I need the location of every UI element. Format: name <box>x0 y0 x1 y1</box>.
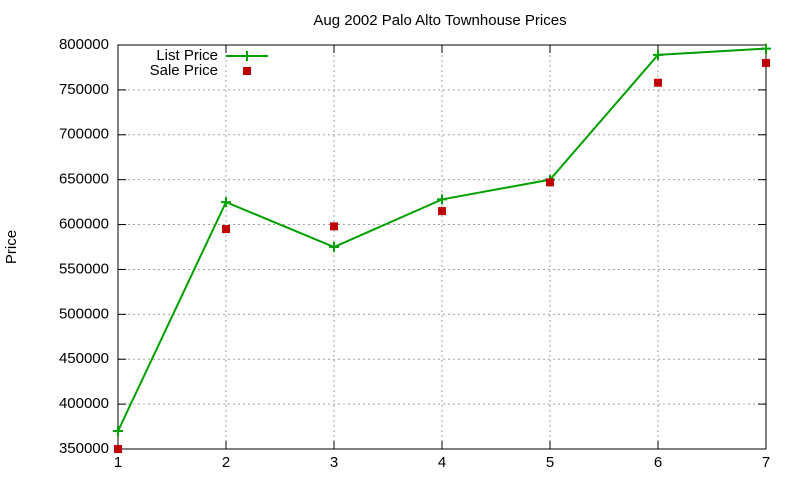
legend-label: Sale Price <box>150 62 218 79</box>
legend-swatch <box>243 67 251 75</box>
point-marker <box>761 43 771 54</box>
point-marker <box>653 49 663 60</box>
y-tick-label: 800000 <box>59 36 109 53</box>
y-tick-label: 750000 <box>59 81 109 98</box>
y-tick-label: 500000 <box>59 305 109 322</box>
point-marker <box>329 242 339 252</box>
y-axis-label: Price <box>3 230 20 264</box>
point-marker <box>437 194 447 205</box>
point-marker <box>762 58 770 67</box>
x-tick-label: 1 <box>114 454 122 471</box>
y-tick-label: 600000 <box>59 216 109 233</box>
point-marker <box>330 222 338 231</box>
y-tick-label: 550000 <box>59 260 109 277</box>
x-tick-label: 5 <box>546 454 554 471</box>
point-marker <box>438 207 446 216</box>
point-marker <box>222 225 230 234</box>
point-marker <box>546 178 554 187</box>
point-marker <box>221 197 231 208</box>
chart-title: Aug 2002 Palo Alto Townhouse Prices <box>313 12 566 29</box>
x-tick-label: 2 <box>222 454 230 471</box>
x-tick-label: 6 <box>654 454 662 471</box>
y-tick-label: 350000 <box>59 440 109 457</box>
point-marker <box>114 445 122 453</box>
x-tick-label: 4 <box>438 454 446 471</box>
y-tick-label: 650000 <box>59 171 109 188</box>
x-tick-label: 3 <box>330 454 338 471</box>
point-marker <box>113 426 123 437</box>
legend-swatch <box>242 51 252 61</box>
y-tick-label: 450000 <box>59 350 109 367</box>
y-tick-label: 700000 <box>59 126 109 143</box>
x-tick-label: 7 <box>762 454 770 471</box>
plot-frame <box>117 44 767 450</box>
point-marker <box>654 78 662 87</box>
y-tick-label: 400000 <box>59 395 109 412</box>
legend-label: List Price <box>156 47 218 64</box>
